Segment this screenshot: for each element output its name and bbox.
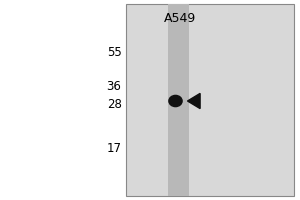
Text: 55: 55 <box>107 46 122 58</box>
Bar <box>168 4 189 196</box>
Text: 28: 28 <box>106 98 122 110</box>
Text: 36: 36 <box>106 80 122 92</box>
Ellipse shape <box>169 95 182 107</box>
Polygon shape <box>188 93 200 109</box>
Text: 17: 17 <box>106 142 122 154</box>
Text: A549: A549 <box>164 12 196 25</box>
Bar <box>126 4 294 196</box>
